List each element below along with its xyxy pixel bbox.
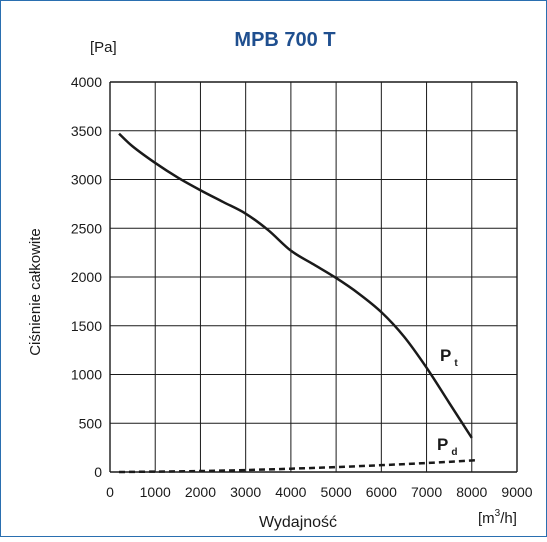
y-axis-label: Ciśnienie całkowite [27,228,44,356]
x-tick-label: 5000 [321,484,352,500]
y-tick-label: 4000 [71,74,102,90]
y-tick-label: 0 [94,464,102,480]
x-unit-tail: /h] [500,510,517,527]
x-tick-label: 7000 [411,484,442,500]
y-tick-label: 1000 [71,367,102,383]
x-unit-base: [m [478,510,495,527]
y-tick-label: 3500 [71,123,102,139]
y-tick-label: 500 [79,415,103,431]
series-label-pd-name: P [437,435,448,454]
y-tick-label: 2500 [71,220,102,236]
y-tick-label: 2000 [71,269,102,285]
series-label-pt-name: P [440,346,451,365]
x-tick-label: 8000 [456,484,487,500]
x-tick-label: 3000 [230,484,261,500]
series-label-pd-sub: d [451,447,457,458]
x-tick-label: 0 [106,484,114,500]
x-tick-label: 4000 [275,484,306,500]
x-tick-label: 6000 [366,484,397,500]
x-tick-label: 2000 [185,484,216,500]
chart-title: MPB 700 T [234,29,335,51]
x-tick-label: 9000 [501,484,532,500]
x-tick-label: 1000 [140,484,171,500]
y-tick-label: 1500 [71,318,102,334]
x-axis-label: Wydajność [259,514,337,531]
y-unit-label: [Pa] [90,39,117,56]
y-tick-label: 3000 [71,172,102,188]
